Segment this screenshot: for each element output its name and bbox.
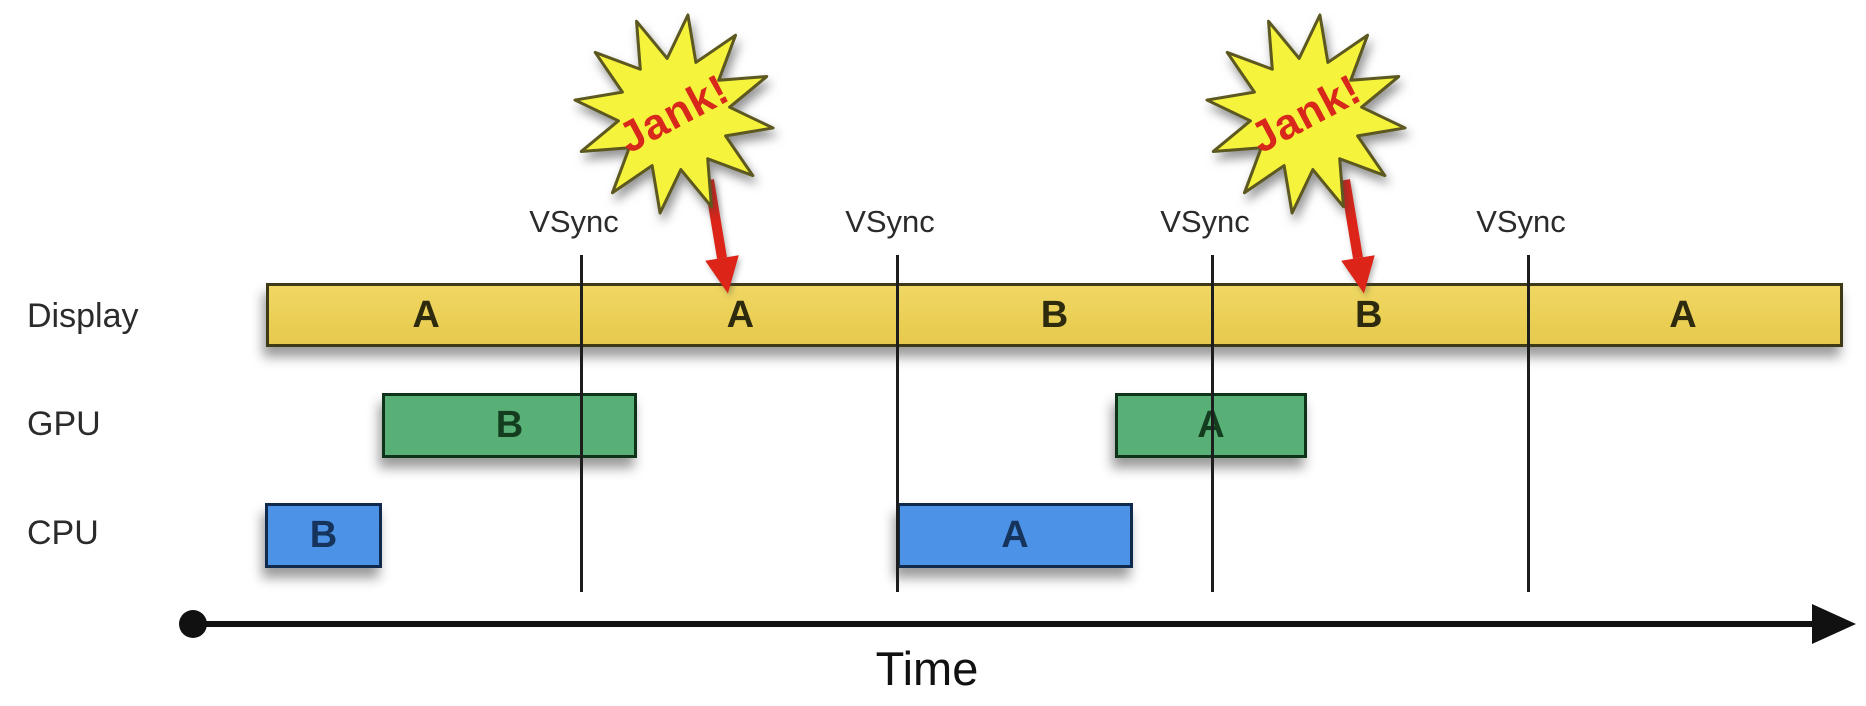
display-frame-segment: B — [1354, 293, 1383, 336]
axis-origin-dot — [179, 610, 207, 638]
vsync-line-2 — [896, 255, 899, 592]
vsync-label-1: VSync — [529, 204, 619, 239]
axis-arrowhead-icon — [1812, 604, 1856, 644]
vsync-line-3 — [1211, 255, 1214, 592]
cpu-bar-label: B — [309, 514, 338, 556]
display-track-bar: A A B B A — [266, 283, 1843, 347]
display-frame-segment: A — [1669, 293, 1697, 336]
time-axis-label: Time — [875, 642, 979, 695]
display-frame-segment: A — [726, 293, 755, 336]
gpu-work-bar: B — [382, 393, 637, 458]
cpu-work-bar: B — [265, 503, 382, 568]
vsync-label-4: VSync — [1476, 204, 1566, 239]
gpu-bar-label: A — [1197, 404, 1224, 447]
jank-starburst: Jank! — [1200, 8, 1412, 220]
gpu-bar-label: B — [495, 404, 524, 446]
starburst-icon — [573, 13, 775, 215]
time-axis — [179, 604, 1856, 644]
vsync-line-1 — [580, 255, 583, 592]
vsync-label-3: VSync — [1160, 204, 1250, 239]
cpu-bar-label: A — [1001, 514, 1029, 556]
starburst-icon — [1205, 13, 1407, 215]
display-frame-segment: A — [412, 293, 440, 336]
cpu-work-bar: A — [897, 503, 1133, 568]
display-frame-segment: B — [1040, 293, 1069, 336]
row-label-cpu: CPU — [27, 514, 99, 552]
jank-starburst: Jank! — [568, 8, 780, 220]
row-label-display: Display — [27, 297, 139, 335]
vsync-label-2: VSync — [845, 204, 935, 239]
row-label-gpu: GPU — [27, 405, 101, 443]
vsync-line-4 — [1527, 255, 1530, 592]
